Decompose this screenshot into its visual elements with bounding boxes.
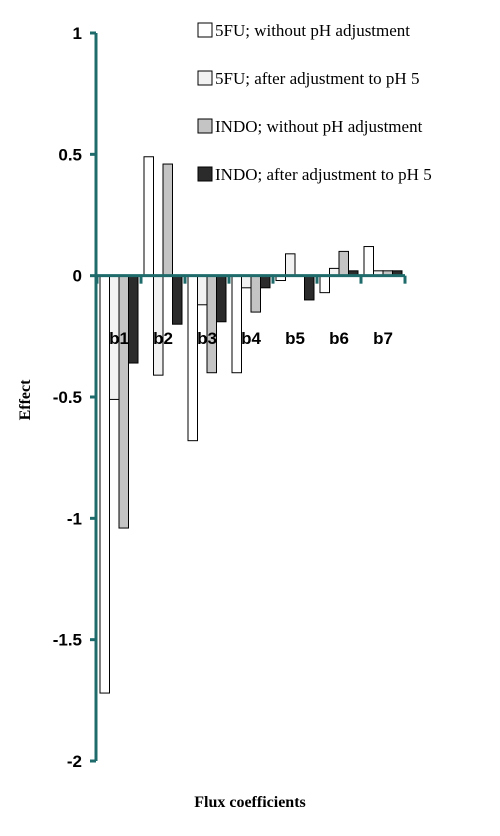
y-tick-label: -2	[67, 752, 82, 771]
legend-swatch-2	[197, 70, 213, 86]
bar-b5-series-2	[285, 253, 296, 277]
bar-b3-series-3	[206, 275, 217, 374]
bar-b4-series-4	[260, 275, 271, 289]
bar-b4-series-2	[241, 275, 252, 289]
bar-b3-series-1	[187, 275, 198, 442]
legend-label-4: INDO; after adjustment to pH 5	[215, 165, 432, 184]
legend-label-1: 5FU; without pH adjustment	[215, 21, 410, 40]
legend: 5FU; without pH adjustment 5FU; after adj…	[197, 21, 432, 184]
category-labels: b1 b2 b3 b4 b5 b6 b7	[109, 329, 393, 348]
bar-b1-series-1	[99, 275, 110, 694]
category-label-b5: b5	[285, 329, 305, 348]
x-axis-label: Flux coefficients	[194, 794, 306, 811]
y-tick-label: 0	[73, 267, 82, 286]
category-label-b1: b1	[109, 329, 129, 348]
bar-b2-series-4	[172, 275, 183, 325]
y-tick-label: -0.5	[53, 388, 82, 407]
bar-b3-series-4	[216, 275, 227, 323]
bar-b6-series-3	[338, 250, 349, 277]
bar-b2-series-2	[153, 275, 164, 376]
legend-swatch-4	[197, 166, 213, 182]
y-tick-label: -1.5	[53, 631, 82, 650]
category-label-b6: b6	[329, 329, 349, 348]
bars-layer	[99, 156, 403, 694]
y-axis-label: Effect	[17, 379, 34, 421]
y-tick-label: 0.5	[58, 145, 82, 164]
legend-swatch-1	[197, 22, 213, 38]
legend-label-3: INDO; without pH adjustment	[215, 117, 423, 136]
bar-b4-series-3	[250, 275, 261, 313]
y-tick-label: 1	[73, 24, 82, 43]
bar-b4-series-1	[231, 275, 242, 374]
bar-b7-series-1	[363, 246, 374, 277]
category-label-b3: b3	[197, 329, 217, 348]
category-label-b7: b7	[373, 329, 393, 348]
y-tick-label: -1	[67, 509, 82, 528]
bar-b2-series-1	[143, 156, 154, 277]
bar-b6-series-1	[319, 275, 330, 294]
x-ticks	[95, 275, 407, 284]
legend-swatch-3	[197, 118, 213, 134]
category-label-b4: b4	[241, 329, 261, 348]
bar-b3-series-2	[197, 275, 208, 306]
category-label-b2: b2	[153, 329, 173, 348]
bar-b1-series-4	[128, 275, 139, 364]
axes-layer	[94, 33, 405, 761]
bar-b2-series-3	[162, 163, 173, 277]
bar-b5-series-4	[304, 275, 315, 301]
legend-label-2: 5FU; after adjustment to pH 5	[215, 69, 419, 88]
bar-b1-series-3	[118, 275, 129, 529]
y-ticks: 1 0.5 0 -0.5 -1 -1.5 -2	[53, 24, 96, 771]
